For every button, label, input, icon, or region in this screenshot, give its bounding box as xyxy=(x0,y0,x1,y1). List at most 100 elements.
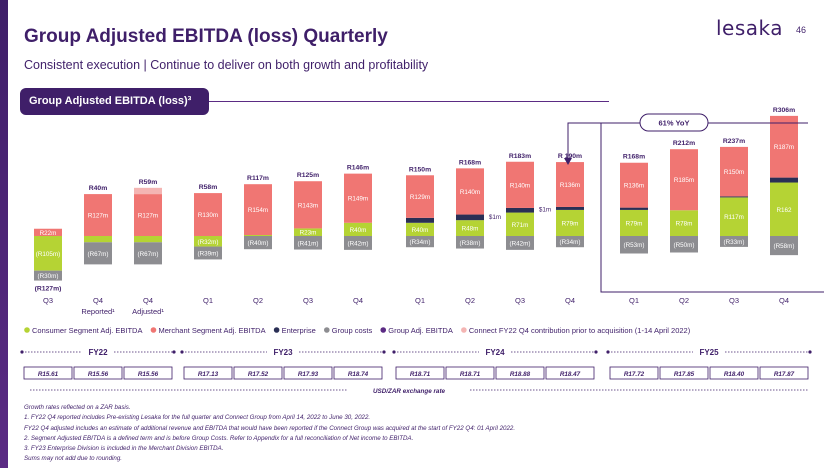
group-costs-bar xyxy=(244,236,272,250)
quarter-label: Q2 xyxy=(253,296,263,305)
group-costs-bar xyxy=(34,270,62,281)
merchant-bar xyxy=(720,146,748,197)
legend-label: Merchant Segment Adj. EBITDA xyxy=(158,326,265,335)
fiscal-year-label: FY25 xyxy=(699,348,719,357)
quarter-label: Q4 xyxy=(93,296,103,305)
merchant-label: R127m xyxy=(88,213,108,220)
merchant-label: R187m xyxy=(774,144,794,151)
quarter-label: Q3 xyxy=(515,296,525,305)
ebitda-chart: R22m (R105m) (R30m) (R127m) Q3 R15.61 R127m (R6… xyxy=(20,107,824,395)
consumer-bar xyxy=(84,236,112,243)
fx-box xyxy=(233,366,283,380)
group-costs-label: (R58m) xyxy=(774,243,795,250)
fx-box xyxy=(123,366,173,380)
group-costs-label: (R38m) xyxy=(460,240,481,247)
group-costs-bar xyxy=(344,236,372,250)
merchant-label: R130m xyxy=(198,212,218,219)
fx-caption: USD/ZAR exchange rate xyxy=(373,388,446,395)
consumer-label: R23m xyxy=(300,230,317,237)
section-label: Group Adjusted EBITDA (loss)³ xyxy=(20,88,209,115)
consumer-label: R78m xyxy=(676,221,693,228)
consumer-label: (R32m) xyxy=(198,239,219,246)
quarter-label: Q3 xyxy=(729,296,739,305)
fx-value: R18.71 xyxy=(460,371,481,378)
quarter-sublabel: Reported¹ xyxy=(81,307,115,316)
consumer-bar xyxy=(344,222,372,236)
fx-value: R18.47 xyxy=(560,371,581,378)
growth-badge-label: 61% YoY xyxy=(659,119,690,128)
legend-label: Consumer Segment Adj. EBITDA xyxy=(32,326,142,335)
group-costs-bar xyxy=(720,236,748,247)
merchant-bar xyxy=(344,173,372,223)
enterprise-bar xyxy=(620,207,648,210)
fx-value: R18.88 xyxy=(510,371,531,378)
fx-value: R15.56 xyxy=(138,371,159,378)
consumer-label: R79m xyxy=(626,220,643,227)
merchant-bar xyxy=(194,193,222,236)
quarter-label: Q2 xyxy=(465,296,475,305)
consumer-label: R117m xyxy=(724,214,744,221)
total-label: R168m xyxy=(623,154,645,161)
group-costs-label: (R50m) xyxy=(674,242,695,249)
left-accent-bar xyxy=(0,0,8,468)
group-costs-label: (R67m) xyxy=(138,251,159,258)
enterprise-bar xyxy=(506,207,534,213)
quarter-label: Q4 xyxy=(353,296,363,305)
quarter-label: Q3 xyxy=(303,296,313,305)
fx-box xyxy=(395,366,445,380)
quarter-label: Q2 xyxy=(679,296,689,305)
legend-label: Connect FY22 Q4 contribution prior to ac… xyxy=(469,326,691,335)
legend-marker xyxy=(323,327,330,333)
group-costs-label: (R30m) xyxy=(38,273,59,280)
legend-label: Group costs xyxy=(332,326,373,335)
consumer-bar xyxy=(620,209,648,236)
consumer-bar xyxy=(194,236,222,247)
group-costs-label: (R39m) xyxy=(198,250,219,257)
enterprise-bar xyxy=(456,214,484,221)
fx-box xyxy=(609,366,659,380)
fiscal-year-label: FY23 xyxy=(273,348,293,357)
quarter-label: Q1 xyxy=(203,296,213,305)
page-subtitle: Consistent execution | Continue to deliv… xyxy=(24,58,429,72)
merchant-label: R149m xyxy=(348,196,368,203)
merchant-label: R22m xyxy=(40,230,57,237)
page-number: 46 xyxy=(796,25,807,35)
consumer-label: R162 xyxy=(776,207,792,214)
total-label: R 190m xyxy=(558,153,582,160)
fy-bracket-dot xyxy=(594,350,598,354)
group-costs-label: (R42m) xyxy=(510,240,531,247)
fx-box xyxy=(333,366,383,380)
merchant-label: R185m xyxy=(674,177,694,184)
enterprise-bar xyxy=(556,206,584,210)
total-label: R237m xyxy=(723,138,745,145)
consumer-label: (R105m) xyxy=(36,251,61,258)
merchant-bar xyxy=(294,181,322,229)
group-costs-label: (R42m) xyxy=(348,240,369,247)
merchant-bar xyxy=(620,162,648,208)
group-costs-bar xyxy=(84,242,112,265)
fiscal-year-label: FY24 xyxy=(485,348,505,357)
total-label: R306m xyxy=(773,107,795,114)
group-costs-label: (R34m) xyxy=(410,239,431,246)
fx-box xyxy=(759,366,809,380)
merchant-bar xyxy=(506,161,534,208)
total-label: R146m xyxy=(347,165,369,172)
fx-value: R15.61 xyxy=(38,371,59,378)
fy-bracket-dot xyxy=(392,350,396,354)
merchant-bar xyxy=(134,194,162,236)
quarter-label: Q1 xyxy=(629,296,639,305)
footnote-line: Growth rates reflected on a ZAR basis. xyxy=(24,404,131,411)
merchant-label: R150m xyxy=(724,169,744,176)
group-costs-bar xyxy=(670,236,698,253)
fx-box xyxy=(659,366,709,380)
total-label: R117m xyxy=(247,175,269,182)
fx-box xyxy=(283,366,333,380)
consumer-bar xyxy=(456,220,484,236)
consumer-bar xyxy=(244,235,272,236)
merchant-bar xyxy=(556,162,584,207)
growth-arrow-head xyxy=(564,158,572,165)
group-costs-label: (R33m) xyxy=(724,239,745,246)
legend-label: Group Adj. EBITDA xyxy=(388,326,453,335)
consumer-label: R71m xyxy=(512,222,529,229)
group-costs-label: (R53m) xyxy=(624,242,645,249)
